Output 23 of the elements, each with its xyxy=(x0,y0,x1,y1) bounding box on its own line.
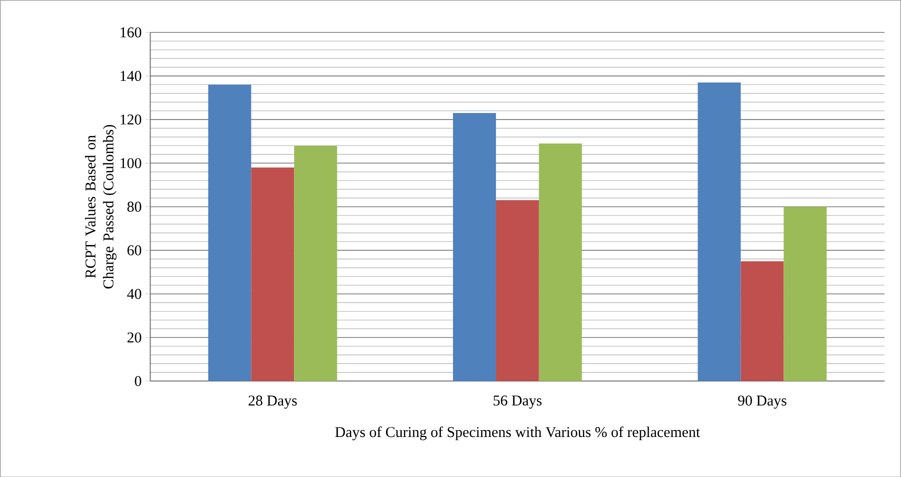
bar xyxy=(698,82,741,381)
y-tick-label: 140 xyxy=(120,70,142,81)
bar xyxy=(784,206,827,381)
x-tick-label: 56 Days xyxy=(494,395,542,408)
y-tick-label: 80 xyxy=(127,201,142,212)
y-tick-label: 160 xyxy=(120,27,142,38)
x-tick-label: 90 Days xyxy=(738,395,786,408)
bar xyxy=(740,261,784,381)
y-tick-label: 60 xyxy=(127,245,142,256)
y-tick-label: 120 xyxy=(120,114,142,124)
y-tick-label: 40 xyxy=(127,288,142,299)
y-tick-label: 20 xyxy=(127,332,142,342)
bar xyxy=(294,146,338,381)
bar xyxy=(453,112,496,381)
bar xyxy=(251,167,294,381)
y-tick-label: 100 xyxy=(120,158,142,168)
y-tick-label: 0 xyxy=(134,376,142,386)
x-axis-title: Days of Curing of Specimens with Various % of replacement xyxy=(335,426,700,440)
bar xyxy=(538,143,582,381)
bar xyxy=(496,200,539,381)
bar xyxy=(208,84,252,381)
x-tick-label: 28 Days xyxy=(248,395,297,408)
y-axis-title: RCPT Values Based on Charge Passed (Coulombs) xyxy=(85,124,117,288)
